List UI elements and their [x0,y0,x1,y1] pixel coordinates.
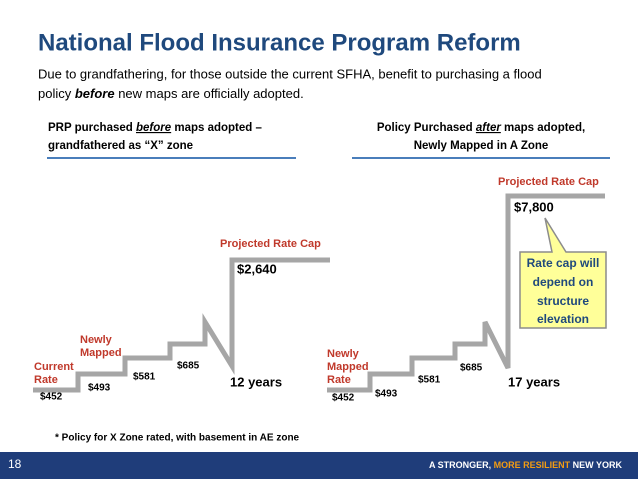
heading-text: maps adopted, [501,122,585,134]
duration: 17 years [508,374,560,389]
panel-heading: PRP purchased before maps adopted – [48,122,263,134]
callout-text: structure [537,294,589,308]
annotation: Mapped [80,347,122,359]
annotation: Newly [80,334,113,346]
step-value: $452 [40,392,63,403]
cap-value: $7,800 [514,199,554,214]
rate-stairs [327,193,605,393]
subtitle: Due to grandfathering, for those outside… [38,66,542,81]
footnote: * Policy for X Zone rated, with basement… [55,433,300,444]
subtitle: policy before new maps are officially ad… [38,86,304,101]
cap-label: Projected Rate Cap [220,238,321,250]
step-value: $685 [460,363,483,374]
annotation: Rate [34,374,58,386]
step-value: $493 [88,383,111,394]
step-value: $581 [133,372,156,383]
heading-emph: after [476,122,501,134]
heading-text: Policy Purchased [377,122,476,134]
panel-heading: Policy Purchased after maps adopted, [377,122,585,134]
brand-text: NEW YORK [570,460,622,470]
subtitle-text: new maps are officially adopted. [115,86,304,101]
subtitle-text: policy [38,86,75,101]
heading-text: PRP purchased [48,122,136,134]
duration: 12 years [230,374,282,389]
brand: A STRONGER, MORE RESILIENT NEW YORK [429,460,623,470]
subtitle-emph: before [75,86,115,101]
annotation: Newly [327,348,360,360]
annotation: Rate [327,374,351,386]
step-value: $581 [418,375,441,386]
callout-text: Rate cap will [527,256,600,270]
annotation: Current [34,361,74,373]
heading-emph: before [136,122,172,134]
step-value: $685 [177,361,200,372]
annotation: Mapped [327,361,369,373]
callout-box [519,217,607,329]
brand-emph: MORE RESILIENT [494,460,571,470]
rate-stairs [33,257,330,393]
title: National Flood Insurance Program Reform [38,29,521,56]
panel-heading: Newly Mapped in A Zone [414,140,549,152]
cap-label: Projected Rate Cap [498,176,599,188]
page-number: 18 [8,457,22,471]
step-value: $493 [375,389,398,400]
panel-heading: grandfathered as “X” zone [48,140,193,152]
step-value: $452 [332,393,355,404]
callout-text: elevation [537,312,589,326]
cap-value: $2,640 [237,261,277,276]
footer-bar [0,452,638,479]
brand-text: A STRONGER, [429,460,494,470]
heading-text: maps adopted – [171,122,262,134]
callout-text: depend on [533,275,594,289]
